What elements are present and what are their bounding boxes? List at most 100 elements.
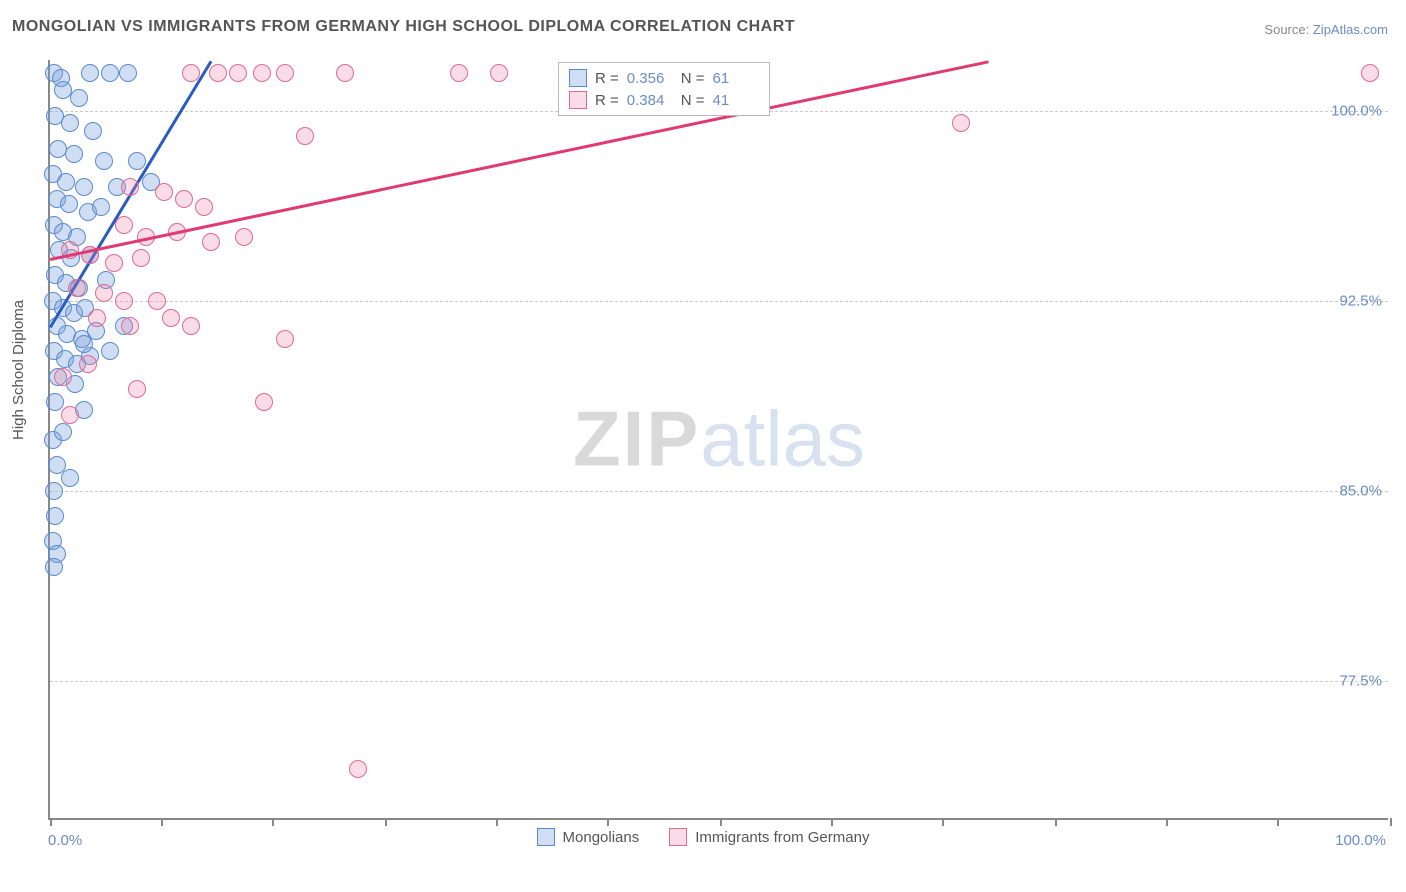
x-tick bbox=[385, 818, 387, 826]
n-label: N = bbox=[681, 92, 705, 109]
scatter-point bbox=[121, 317, 139, 335]
scatter-point bbox=[121, 178, 139, 196]
x-tick bbox=[272, 818, 274, 826]
scatter-point bbox=[79, 355, 97, 373]
scatter-point bbox=[101, 342, 119, 360]
legend-item: Immigrants from Germany bbox=[669, 828, 869, 846]
scatter-point bbox=[92, 198, 110, 216]
scatter-point bbox=[101, 64, 119, 82]
r-label: R = bbox=[595, 70, 619, 87]
source-link[interactable]: ZipAtlas.com bbox=[1313, 22, 1388, 37]
legend-item: Mongolians bbox=[537, 828, 640, 846]
scatter-point bbox=[45, 558, 63, 576]
scatter-point bbox=[61, 114, 79, 132]
y-axis-title: High School Diploma bbox=[10, 300, 27, 440]
scatter-point bbox=[1361, 64, 1379, 82]
scatter-point bbox=[255, 393, 273, 411]
scatter-point bbox=[57, 173, 75, 191]
scatter-point bbox=[54, 368, 72, 386]
watermark: ZIPatlas bbox=[573, 394, 865, 485]
scatter-point bbox=[45, 482, 63, 500]
gridline bbox=[50, 301, 1388, 302]
n-value: 61 bbox=[713, 70, 759, 87]
scatter-point bbox=[132, 249, 150, 267]
scatter-point bbox=[88, 309, 106, 327]
scatter-point bbox=[75, 335, 93, 353]
x-tick bbox=[1390, 818, 1392, 826]
x-tick bbox=[831, 818, 833, 826]
scatter-point bbox=[162, 309, 180, 327]
scatter-point bbox=[148, 292, 166, 310]
x-tick bbox=[720, 818, 722, 826]
gridline bbox=[50, 681, 1388, 682]
scatter-point bbox=[115, 216, 133, 234]
series-swatch bbox=[569, 91, 587, 109]
scatter-point bbox=[229, 64, 247, 82]
x-tick bbox=[1277, 818, 1279, 826]
x-tick bbox=[942, 818, 944, 826]
scatter-point bbox=[175, 190, 193, 208]
n-value: 41 bbox=[713, 92, 759, 109]
watermark-atlas: atlas bbox=[700, 395, 865, 483]
scatter-point bbox=[155, 183, 173, 201]
r-value: 0.356 bbox=[627, 70, 673, 87]
legend: Mongolians Immigrants from Germany bbox=[0, 828, 1406, 846]
scatter-point bbox=[70, 89, 88, 107]
scatter-point bbox=[65, 145, 83, 163]
scatter-point bbox=[202, 233, 220, 251]
scatter-point bbox=[349, 760, 367, 778]
y-tick-label: 85.0% bbox=[1339, 482, 1382, 499]
legend-swatch bbox=[537, 828, 555, 846]
scatter-point bbox=[84, 122, 102, 140]
x-tick bbox=[50, 818, 52, 826]
stats-row: R = 0.356 N = 61 bbox=[559, 67, 769, 89]
y-tick-label: 100.0% bbox=[1331, 102, 1382, 119]
scatter-point bbox=[182, 64, 200, 82]
scatter-point bbox=[95, 152, 113, 170]
scatter-point bbox=[68, 279, 86, 297]
scatter-point bbox=[105, 254, 123, 272]
x-tick bbox=[1055, 818, 1057, 826]
scatter-point bbox=[95, 284, 113, 302]
scatter-point bbox=[276, 330, 294, 348]
scatter-point bbox=[952, 114, 970, 132]
scatter-point bbox=[450, 64, 468, 82]
r-label: R = bbox=[595, 92, 619, 109]
scatter-point bbox=[195, 198, 213, 216]
scatter-point bbox=[128, 380, 146, 398]
legend-swatch bbox=[669, 828, 687, 846]
source-label: Source: bbox=[1264, 22, 1309, 37]
legend-label: Immigrants from Germany bbox=[695, 829, 869, 846]
chart-title: MONGOLIAN VS IMMIGRANTS FROM GERMANY HIG… bbox=[12, 18, 795, 36]
scatter-point bbox=[46, 393, 64, 411]
x-tick bbox=[607, 818, 609, 826]
watermark-zip: ZIP bbox=[573, 395, 700, 483]
correlation-stats-box: R = 0.356 N = 61 R = 0.384 N = 41 bbox=[558, 62, 770, 116]
scatter-point bbox=[46, 507, 64, 525]
scatter-point bbox=[276, 64, 294, 82]
scatter-point bbox=[54, 423, 72, 441]
scatter-point bbox=[336, 64, 354, 82]
source-attribution: Source: ZipAtlas.com bbox=[1264, 22, 1388, 37]
scatter-point bbox=[235, 228, 253, 246]
stats-row: R = 0.384 N = 41 bbox=[559, 89, 769, 111]
scatter-point bbox=[75, 178, 93, 196]
scatter-point bbox=[182, 317, 200, 335]
scatter-plot-area: ZIPatlas 77.5% 85.0% 92.5% 100.0% bbox=[48, 60, 1388, 820]
series-swatch bbox=[569, 69, 587, 87]
x-tick bbox=[161, 818, 163, 826]
scatter-point bbox=[128, 152, 146, 170]
scatter-point bbox=[61, 469, 79, 487]
x-tick bbox=[496, 818, 498, 826]
legend-label: Mongolians bbox=[563, 829, 640, 846]
scatter-point bbox=[81, 64, 99, 82]
n-label: N = bbox=[681, 70, 705, 87]
gridline bbox=[50, 491, 1388, 492]
scatter-point bbox=[253, 64, 271, 82]
x-tick bbox=[1166, 818, 1168, 826]
scatter-point bbox=[296, 127, 314, 145]
y-tick-label: 77.5% bbox=[1339, 672, 1382, 689]
r-value: 0.384 bbox=[627, 92, 673, 109]
y-tick-label: 92.5% bbox=[1339, 292, 1382, 309]
scatter-point bbox=[60, 195, 78, 213]
